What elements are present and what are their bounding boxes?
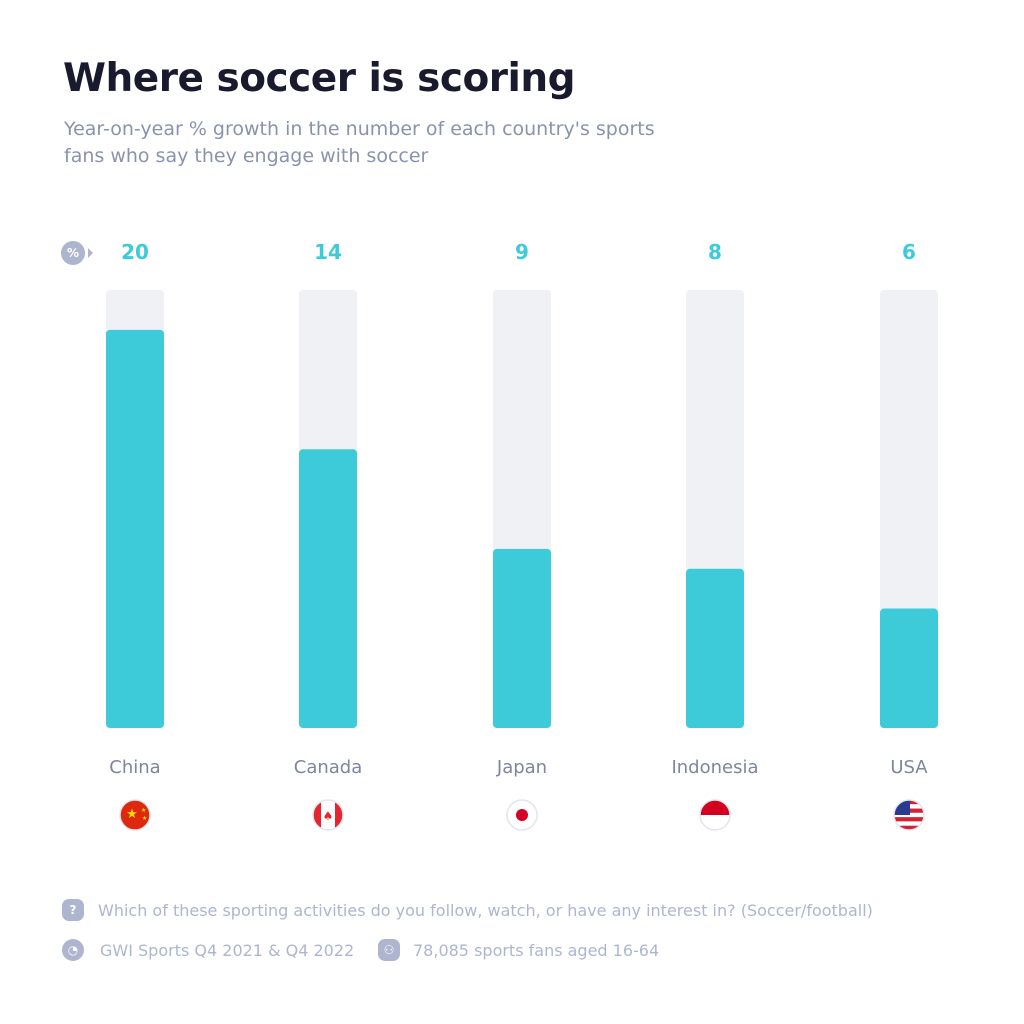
bar-canada <box>299 449 357 728</box>
flag-border <box>893 799 925 831</box>
chart-title: Where soccer is scoring <box>63 56 576 101</box>
svg-text:★: ★ <box>142 815 147 822</box>
bar-usa <box>880 608 938 728</box>
data-label: 20 <box>121 240 149 264</box>
category-label: China <box>109 757 160 778</box>
bar-china <box>106 329 164 728</box>
svg-text:★: ★ <box>141 807 146 814</box>
flag-border <box>312 799 344 831</box>
canada-flag-icon: ♠ <box>313 800 343 830</box>
flag-border <box>699 799 731 831</box>
question-icon: ? <box>62 899 84 921</box>
source-chart-icon: ◔ <box>62 939 84 961</box>
indonesia-flag-icon <box>700 800 730 830</box>
category-label: Indonesia <box>671 757 758 778</box>
data-label: 6 <box>902 240 916 264</box>
bar-japan <box>493 548 551 728</box>
data-label: 8 <box>708 240 722 264</box>
footer-sample: 78,085 sports fans aged 16-64 <box>413 941 660 960</box>
badge-arrow-icon <box>88 248 93 258</box>
category-label: Canada <box>294 757 363 778</box>
footer-question: Which of these sporting activities do yo… <box>98 901 873 920</box>
footer-source: GWI Sports Q4 2021 & Q4 2022 <box>100 941 355 960</box>
category-label: USA <box>890 757 928 778</box>
percent-unit-badge: % <box>61 241 85 265</box>
category-label: Japan <box>496 757 547 778</box>
flag-border <box>506 799 538 831</box>
china-flag-icon: ★ ★★ <box>120 800 150 830</box>
svg-text:♠: ♠ <box>323 809 334 823</box>
flag-border <box>119 799 151 831</box>
chart-subtitle: Year-on-year % growth in the number of e… <box>64 118 655 167</box>
data-label: 9 <box>515 240 529 264</box>
data-label: 14 <box>314 240 342 264</box>
svg-text:★: ★ <box>126 807 138 822</box>
japan-flag-icon <box>507 800 537 830</box>
bar-indonesia <box>686 568 744 728</box>
people-icon: ⚇ <box>378 939 400 961</box>
